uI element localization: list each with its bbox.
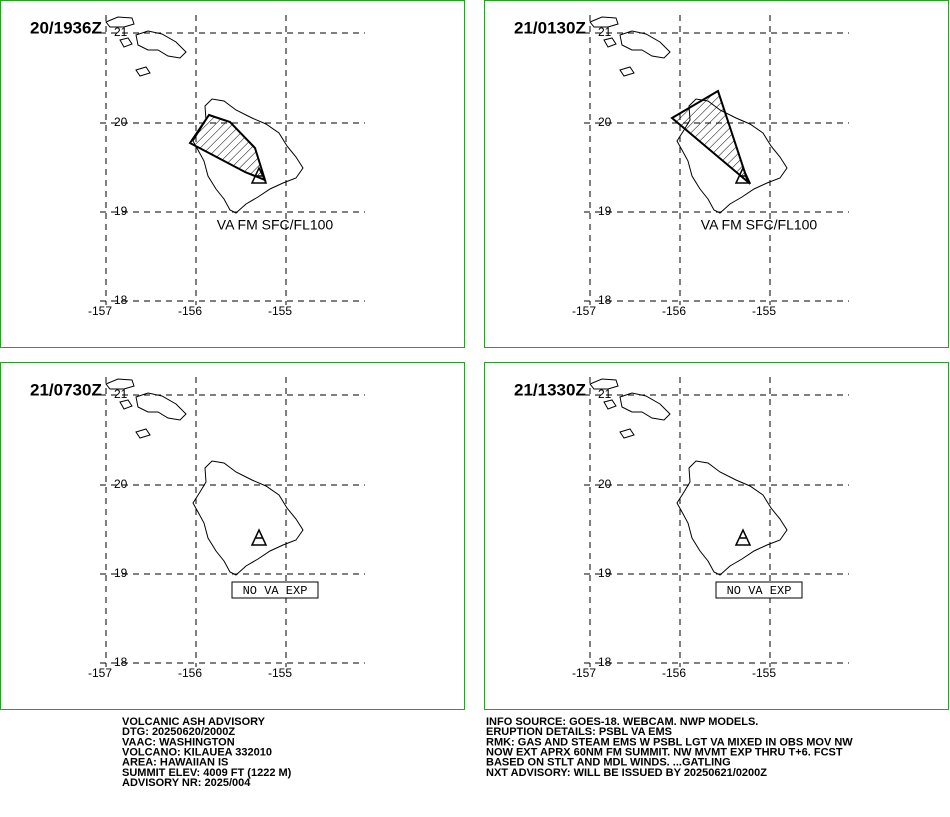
- lat-label: 20: [598, 477, 612, 491]
- coastline: [105, 378, 135, 390]
- lat-label: 18: [114, 293, 128, 307]
- advisory-line: SUMMIT ELEV: 4009 FT (1222 M): [122, 767, 292, 779]
- panel-border: [0, 362, 465, 710]
- panel-border: [0, 0, 465, 348]
- coastline: [192, 98, 304, 214]
- advisory-line: ADVISORY NR: 2025/004: [122, 777, 251, 789]
- coastline: [603, 399, 617, 410]
- lon-label: -155: [752, 304, 776, 318]
- volcano-symbol: [250, 166, 268, 184]
- panel-border: [484, 362, 949, 710]
- advisory-line: ERUPTION DETAILS: PSBL VA EMS: [486, 726, 672, 738]
- lat-label: 19: [598, 204, 612, 218]
- lon-label: -155: [268, 666, 292, 680]
- lat-label: 18: [598, 293, 612, 307]
- lat-label: 21: [114, 387, 128, 401]
- lon-label: -157: [572, 666, 596, 680]
- lon-label: -156: [662, 304, 686, 318]
- panel-border: [484, 0, 949, 348]
- advisory-line: NOW EXT APRX 60NM FM SUMMIT. NW MVMT EXP…: [486, 747, 843, 759]
- coastline: [603, 37, 617, 48]
- lat-label: 19: [114, 566, 128, 580]
- no-ash-label: NO VA EXP: [727, 584, 792, 598]
- advisory-line: INFO SOURCE: GOES-18. WEBCAM. NWP MODELS…: [486, 716, 758, 728]
- volcano-symbol: [250, 528, 268, 546]
- advisory-line: NXT ADVISORY: WILL BE ISSUED BY 20250621…: [486, 767, 767, 779]
- map-panel: 21 20 19 18-157 -156 -155 21/0130Z VA FM SFC/FL…: [484, 0, 949, 348]
- lon-label: -157: [88, 666, 112, 680]
- coastline: [676, 98, 788, 214]
- volcano-symbol: [734, 166, 752, 184]
- lat-label: 19: [598, 566, 612, 580]
- lat-label: 20: [598, 115, 612, 129]
- label-box: [715, 581, 803, 599]
- ash-level: VA FM SFC/FL100: [701, 217, 818, 233]
- lon-label: -157: [88, 304, 112, 318]
- coastline: [589, 378, 619, 390]
- coastline: [619, 30, 671, 59]
- valid-time: 21/1330Z: [514, 380, 586, 399]
- ash-level: VA FM SFC/FL100: [217, 217, 334, 233]
- advisory-line: RMK: GAS AND STEAM EMS W PSBL LGT VA MIX…: [486, 736, 853, 748]
- coastline: [135, 30, 187, 59]
- advisory-line: VOLCANO: KILAUEA 332010: [122, 747, 272, 759]
- lat-label: 18: [598, 655, 612, 669]
- lat-label: 20: [114, 477, 128, 491]
- volcano-symbol: [734, 528, 752, 546]
- map-panel: 21 20 19 18-157 -156 -155 21/1330Z NO VA EXP: [484, 362, 949, 710]
- lat-label: 21: [598, 25, 612, 39]
- lat-label: 19: [114, 204, 128, 218]
- coastline: [105, 16, 135, 28]
- advisory-line: BASED ON STLT AND MDL WINDS. ...GATLING: [486, 757, 731, 769]
- map-panel: 21 20 19 18-157 -156 -155 21/0730Z NO VA EXP: [0, 362, 465, 710]
- lon-label: -155: [752, 666, 776, 680]
- ash-area: [188, 113, 267, 182]
- lon-label: -157: [572, 304, 596, 318]
- lat-label: 21: [598, 387, 612, 401]
- coastline: [589, 16, 619, 28]
- lat-label: 21: [114, 25, 128, 39]
- lat-label: 20: [114, 115, 128, 129]
- advisory-line: DTG: 20250620/2000Z: [122, 726, 235, 738]
- label-box: [231, 581, 319, 599]
- valid-time: 21/0130Z: [514, 18, 586, 37]
- coastline: [119, 37, 133, 48]
- lon-label: -156: [178, 304, 202, 318]
- coastline: [676, 460, 788, 576]
- valid-time: 20/1936Z: [30, 18, 102, 37]
- coastline: [135, 66, 151, 77]
- advisory-line: AREA: HAWAIIAN IS: [122, 757, 228, 769]
- advisory-line: VOLCANIC ASH ADVISORY: [122, 716, 266, 728]
- coastline: [619, 392, 671, 421]
- valid-time: 21/0730Z: [30, 380, 102, 399]
- lon-label: -156: [178, 666, 202, 680]
- ash-area: [670, 89, 751, 186]
- coastline: [135, 392, 187, 421]
- coastline: [119, 399, 133, 410]
- coastline: [619, 428, 635, 439]
- coastline: [192, 460, 304, 576]
- coastline: [619, 66, 635, 77]
- map-panel: 21 20 19 18-157 -156 -155 20/1936Z VA FM SFC/FL…: [0, 0, 465, 348]
- no-ash-label: NO VA EXP: [243, 584, 308, 598]
- coastline: [135, 428, 151, 439]
- lat-label: 18: [114, 655, 128, 669]
- advisory-line: VAAC: WASHINGTON: [122, 736, 235, 748]
- lon-label: -156: [662, 666, 686, 680]
- lon-label: -155: [268, 304, 292, 318]
